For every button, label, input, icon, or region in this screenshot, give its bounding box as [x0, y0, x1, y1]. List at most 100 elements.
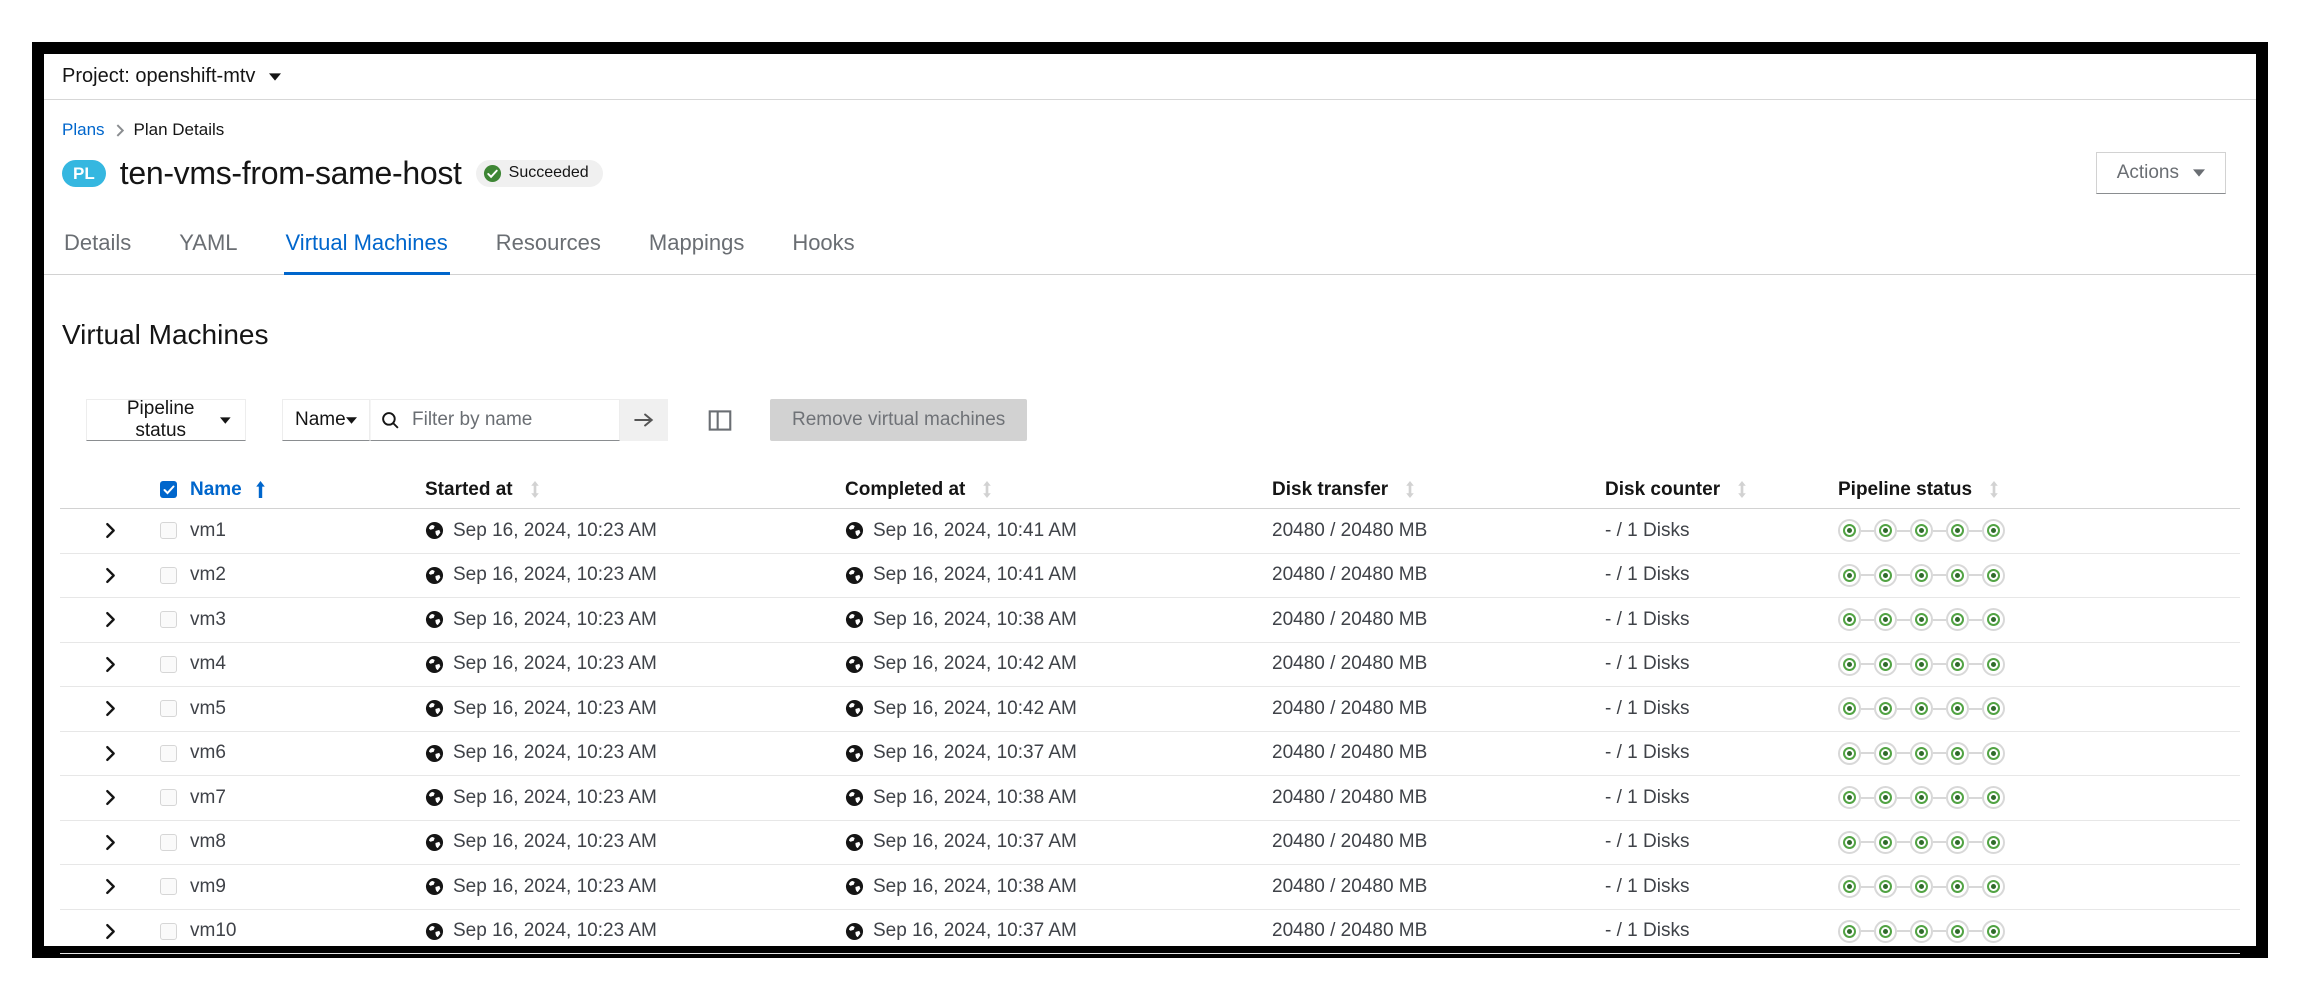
table-row: vm4 Sep 16, 2024, 10:23 AM Sep 16, 2024,… [60, 643, 2240, 687]
globe-icon [425, 922, 444, 940]
tab-mappings[interactable]: Mappings [647, 230, 746, 275]
pipeline-status-cell [1838, 786, 2240, 810]
pipeline-step-icon [1874, 608, 1897, 632]
pipeline-step-icon [1838, 697, 1861, 721]
actions-button[interactable]: Actions [2095, 152, 2226, 194]
row-checkbox[interactable] [160, 744, 177, 762]
column-header-disk-counter[interactable]: Disk counter [1605, 479, 1838, 501]
row-checkbox[interactable] [160, 522, 177, 540]
pipeline-connector [1933, 618, 1946, 621]
disk-counter-value: - / 1 Disks [1605, 697, 1690, 719]
pipeline-step-icon [1838, 786, 1861, 810]
started-at-value: Sep 16, 2024, 10:23 AM [453, 742, 657, 764]
arrow-right-icon [634, 413, 654, 427]
completed-at-cell: Sep 16, 2024, 10:37 AM [845, 742, 1272, 764]
pipeline-step-icon [1982, 919, 2005, 943]
row-checkbox[interactable] [160, 922, 177, 940]
completed-at-cell: Sep 16, 2024, 10:42 AM [845, 698, 1272, 720]
tab-yaml[interactable]: YAML [177, 230, 239, 275]
row-expand-button[interactable] [60, 699, 160, 718]
title-row: PL ten-vms-from-same-host Succeeded Acti… [62, 152, 2232, 194]
pipeline-connector [1933, 752, 1946, 755]
row-expand-button[interactable] [60, 521, 160, 540]
vm-name: vm8 [190, 831, 226, 853]
chevron-right-icon [105, 523, 115, 539]
pipeline-connector [1969, 796, 1982, 799]
row-checkbox[interactable] [160, 878, 177, 896]
started-at-value: Sep 16, 2024, 10:23 AM [453, 564, 657, 586]
disk-transfer-value: 20480 / 20480 MB [1272, 653, 1428, 675]
search-submit-button[interactable] [620, 399, 668, 441]
completed-at-value: Sep 16, 2024, 10:37 AM [873, 742, 1077, 764]
column-header-name[interactable]: Name [190, 479, 425, 501]
started-at-value: Sep 16, 2024, 10:23 AM [453, 786, 657, 808]
disk-counter-value: - / 1 Disks [1605, 831, 1690, 853]
completed-at-value: Sep 16, 2024, 10:37 AM [873, 831, 1077, 853]
globe-icon [845, 566, 864, 584]
column-header-completed-at[interactable]: Completed at [845, 479, 1272, 501]
globe-icon [845, 700, 864, 718]
pipeline-step-icon [1838, 741, 1861, 765]
caret-down-icon [220, 416, 231, 424]
column-header-disk-transfer[interactable]: Disk transfer [1272, 479, 1605, 501]
row-checkbox[interactable] [160, 789, 177, 807]
disk-counter-value: - / 1 Disks [1605, 653, 1690, 675]
globe-icon [425, 789, 444, 807]
vm-table: Name Started at Completed at Disk transf… [60, 471, 2240, 954]
table-row: vm3 Sep 16, 2024, 10:23 AM Sep 16, 2024,… [60, 598, 2240, 643]
column-header-disk-counter-label: Disk counter [1605, 478, 1721, 500]
project-selector[interactable]: Project: openshift-mtv [62, 65, 282, 88]
row-expand-button[interactable] [60, 566, 160, 585]
row-checkbox[interactable] [160, 655, 177, 673]
column-header-completed-at-label: Completed at [845, 478, 966, 500]
tab-resources[interactable]: Resources [494, 230, 603, 275]
pipeline-connector [1933, 663, 1946, 666]
pipeline-status-filter-select[interactable]: Pipeline status [86, 398, 246, 441]
pipeline-connector [1969, 618, 1982, 621]
name-filter-select[interactable]: Name [282, 399, 370, 441]
breadcrumb-link-plans[interactable]: Plans [62, 120, 105, 139]
row-expand-button[interactable] [60, 922, 160, 941]
pipeline-step-icon [1874, 697, 1897, 721]
select-all-checkbox[interactable] [160, 481, 177, 498]
pipeline-step-icon [1946, 563, 1969, 587]
table-header-row: Name Started at Completed at Disk transf… [60, 471, 2240, 509]
pipeline-step-icon [1874, 875, 1897, 899]
column-header-pipeline-status[interactable]: Pipeline status [1838, 479, 2240, 501]
pipeline-connector [1969, 841, 1982, 844]
row-checkbox[interactable] [160, 611, 177, 629]
globe-icon [425, 566, 444, 584]
tab-hooks[interactable]: Hooks [790, 230, 856, 275]
pipeline-connector [1933, 885, 1946, 888]
row-checkbox[interactable] [160, 833, 177, 851]
column-management-button[interactable] [708, 409, 732, 431]
disk-counter-value: - / 1 Disks [1605, 608, 1690, 630]
row-expand-button[interactable] [60, 877, 160, 896]
sort-ascending-icon [255, 480, 265, 499]
row-checkbox[interactable] [160, 700, 177, 718]
tab-virtual-machines[interactable]: Virtual Machines [283, 230, 450, 275]
column-header-started-at[interactable]: Started at [425, 479, 845, 501]
pipeline-step-icon [1946, 608, 1969, 632]
row-expand-button[interactable] [60, 833, 160, 852]
pipeline-step-icon [1910, 519, 1933, 543]
search-input[interactable] [410, 408, 590, 432]
row-expand-button[interactable] [60, 655, 160, 674]
pipeline-step-icon [1910, 786, 1933, 810]
row-expand-button[interactable] [60, 788, 160, 807]
tab-bar: Details YAML Virtual Machines Resources … [44, 230, 2256, 275]
row-expand-button[interactable] [60, 610, 160, 629]
table-row: vm7 Sep 16, 2024, 10:23 AM Sep 16, 2024,… [60, 776, 2240, 821]
tab-details[interactable]: Details [62, 230, 133, 275]
pipeline-status-cell [1838, 919, 2240, 943]
plan-header: Plans Plan Details PL ten-vms-from-same-… [44, 100, 2256, 194]
started-at-value: Sep 16, 2024, 10:23 AM [453, 831, 657, 853]
project-bar: Project: openshift-mtv [44, 54, 2256, 100]
pipeline-connector [1861, 841, 1874, 844]
completed-at-value: Sep 16, 2024, 10:41 AM [873, 564, 1077, 586]
globe-icon [425, 833, 444, 851]
pipeline-step-icon [1874, 786, 1897, 810]
row-expand-button[interactable] [60, 744, 160, 763]
row-checkbox[interactable] [160, 566, 177, 584]
remove-vms-button[interactable]: Remove virtual machines [770, 399, 1028, 441]
